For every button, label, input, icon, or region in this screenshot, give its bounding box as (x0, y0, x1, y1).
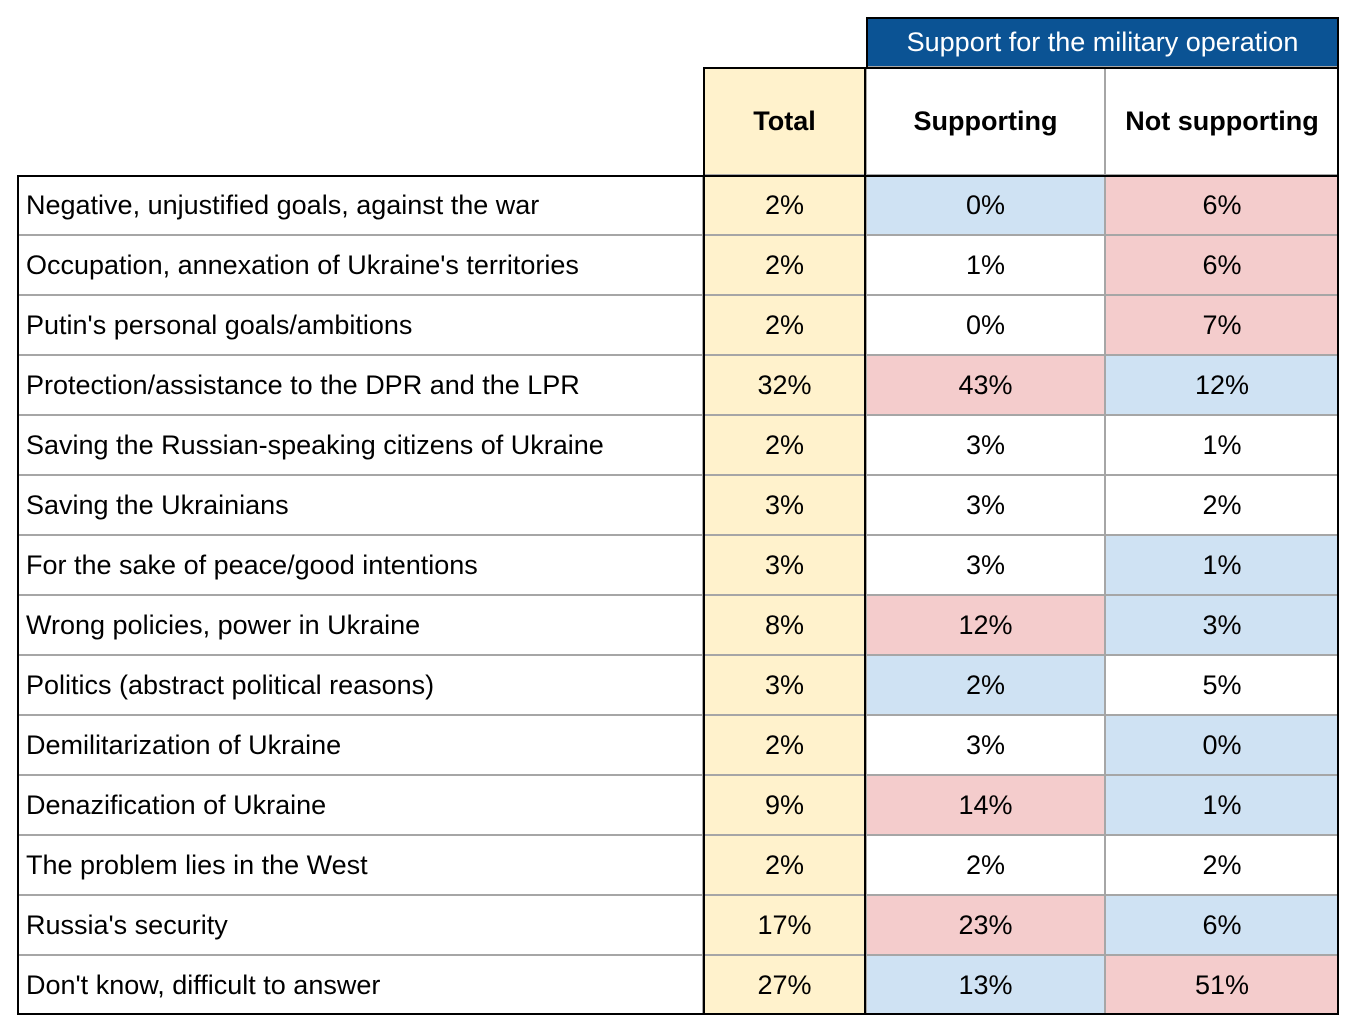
row-label: Politics (abstract political reasons) (17, 655, 703, 715)
row-label: Saving the Ukrainians (17, 475, 703, 535)
value-cell: 6% (1105, 895, 1339, 955)
value-cell: 1% (1105, 535, 1339, 595)
value-cell: 1% (1105, 775, 1339, 835)
column-header: Supporting (866, 67, 1105, 175)
value-cell: 2% (866, 655, 1105, 715)
row-label: Don't know, difficult to answer (17, 955, 703, 1015)
row-label: Demilitarization of Ukraine (17, 715, 703, 775)
value-cell: 3% (866, 475, 1105, 535)
value-cell: 13% (866, 955, 1105, 1015)
value-cell: 3% (703, 655, 866, 715)
value-cell: 0% (866, 295, 1105, 355)
value-cell: 2% (703, 835, 866, 895)
value-cell: 3% (866, 535, 1105, 595)
value-cell: 3% (866, 715, 1105, 775)
value-cell: 27% (703, 955, 866, 1015)
value-cell: 9% (703, 775, 866, 835)
row-label: The problem lies in the West (17, 835, 703, 895)
value-cell: 51% (1105, 955, 1339, 1015)
value-cell: 2% (703, 295, 866, 355)
value-cell: 12% (866, 595, 1105, 655)
value-cell: 2% (703, 175, 866, 235)
value-cell: 2% (1105, 475, 1339, 535)
row-label: Denazification of Ukraine (17, 775, 703, 835)
value-cell: 43% (866, 355, 1105, 415)
row-label: Negative, unjustified goals, against the… (17, 175, 703, 235)
value-cell: 17% (703, 895, 866, 955)
row-label: Russia's security (17, 895, 703, 955)
column-header: Not supporting (1105, 67, 1339, 175)
value-cell: 6% (1105, 175, 1339, 235)
value-cell: 0% (866, 175, 1105, 235)
row-label: For the sake of peace/good intentions (17, 535, 703, 595)
value-cell: 2% (866, 835, 1105, 895)
value-cell: 2% (703, 715, 866, 775)
row-label: Wrong policies, power in Ukraine (17, 595, 703, 655)
row-label: Occupation, annexation of Ukraine's terr… (17, 235, 703, 295)
value-cell: 0% (1105, 715, 1339, 775)
value-cell: 2% (1105, 835, 1339, 895)
value-cell: 1% (866, 235, 1105, 295)
row-label: Putin's personal goals/ambitions (17, 295, 703, 355)
row-label: Protection/assistance to the DPR and the… (17, 355, 703, 415)
value-cell: 3% (1105, 595, 1339, 655)
value-cell: 7% (1105, 295, 1339, 355)
value-cell: 2% (703, 415, 866, 475)
value-cell: 3% (703, 535, 866, 595)
row-label: Saving the Russian-speaking citizens of … (17, 415, 703, 475)
value-cell: 5% (1105, 655, 1339, 715)
group-header: Support for the military operation (866, 17, 1339, 67)
value-cell: 8% (703, 595, 866, 655)
value-cell: 3% (866, 415, 1105, 475)
value-cell: 12% (1105, 355, 1339, 415)
value-cell: 6% (1105, 235, 1339, 295)
value-cell: 2% (703, 235, 866, 295)
value-cell: 14% (866, 775, 1105, 835)
value-cell: 3% (703, 475, 866, 535)
value-cell: 23% (866, 895, 1105, 955)
value-cell: 32% (703, 355, 866, 415)
column-header: Total (703, 67, 866, 175)
value-cell: 1% (1105, 415, 1339, 475)
